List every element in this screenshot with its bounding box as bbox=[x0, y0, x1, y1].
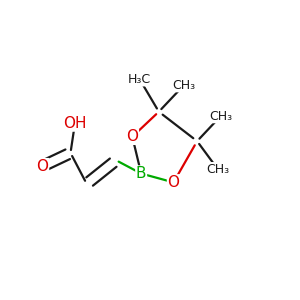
Text: O: O bbox=[37, 159, 49, 174]
Text: O: O bbox=[168, 175, 180, 190]
Text: H₃C: H₃C bbox=[128, 73, 151, 86]
Text: CH₃: CH₃ bbox=[206, 163, 229, 176]
Text: B: B bbox=[136, 166, 146, 181]
Text: OH: OH bbox=[63, 116, 87, 131]
Text: CH₃: CH₃ bbox=[172, 79, 195, 92]
Text: CH₃: CH₃ bbox=[209, 110, 232, 123]
Text: O: O bbox=[126, 129, 138, 144]
